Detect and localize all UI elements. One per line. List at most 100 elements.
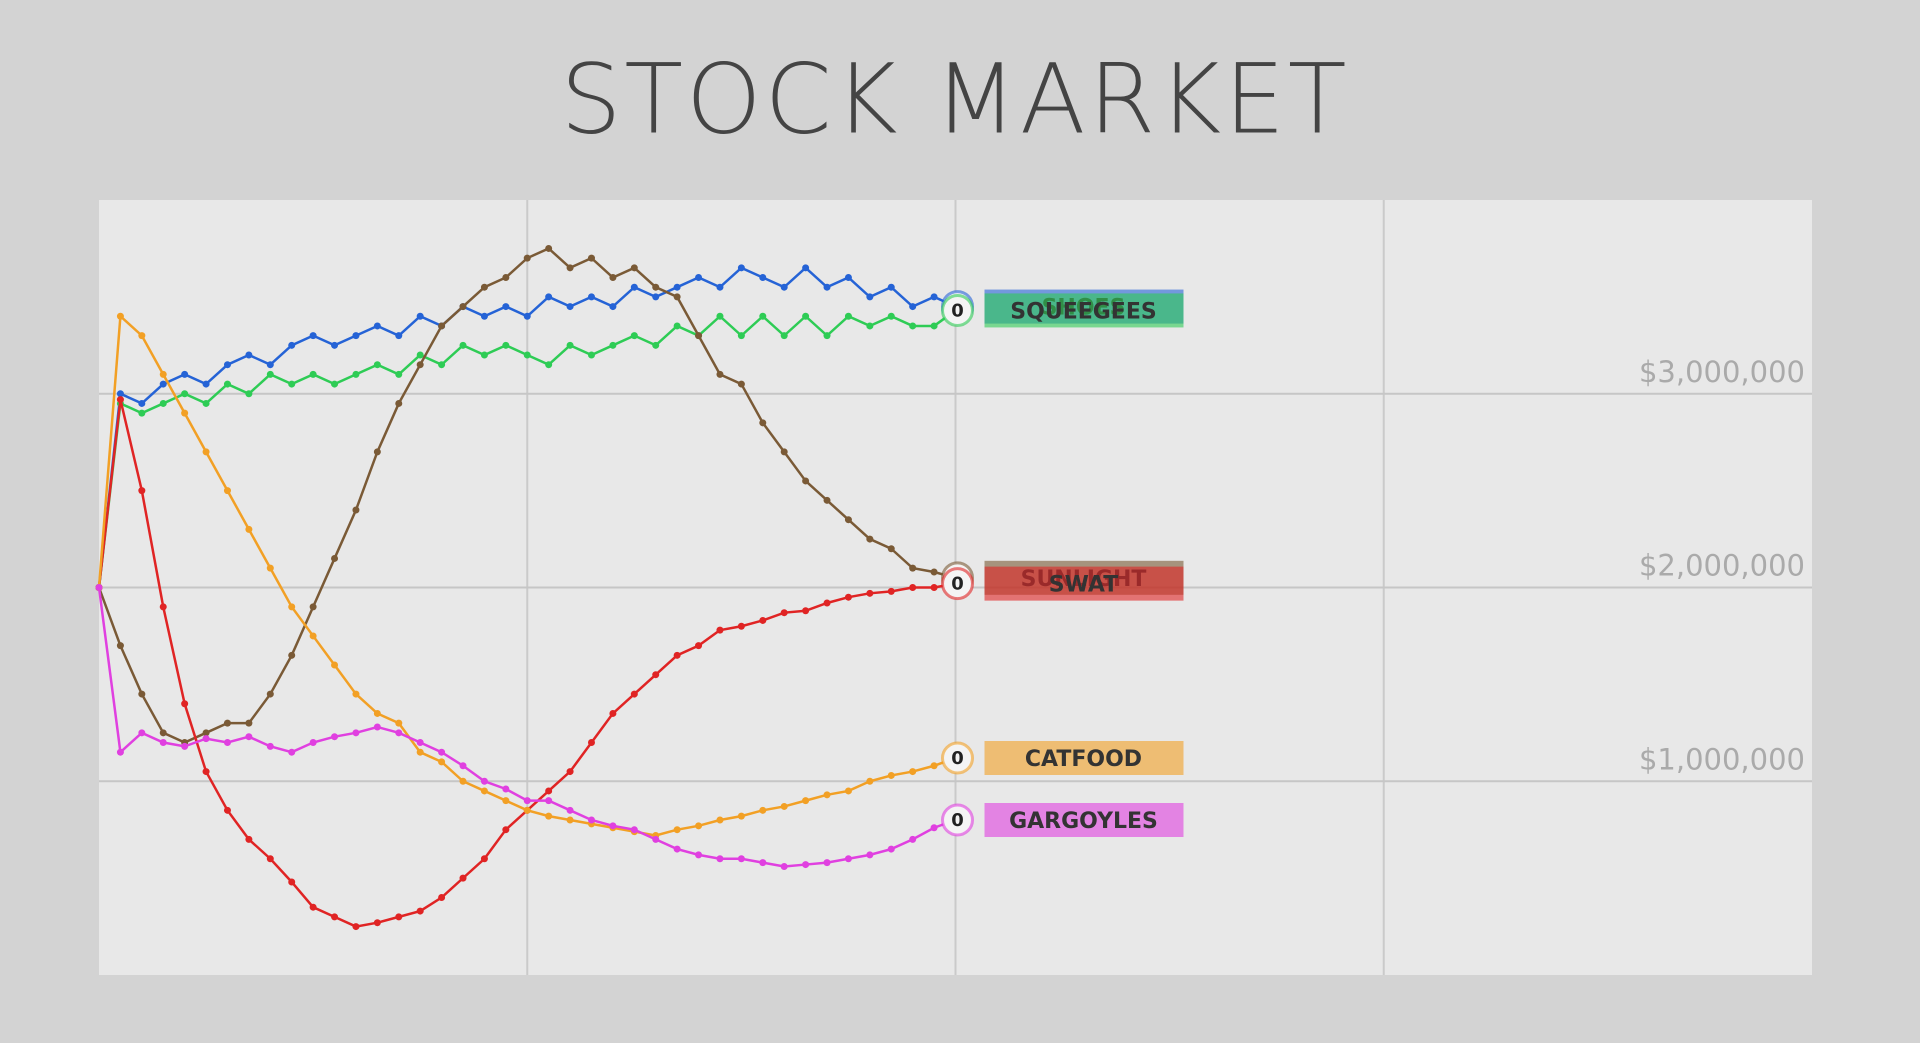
point [780,609,788,617]
point [887,545,895,553]
point [695,274,703,281]
point [502,303,510,311]
legend-label: CATFOOD [1025,747,1142,772]
point [909,303,917,311]
point [823,599,831,607]
point [266,361,274,369]
point [459,303,467,311]
point [802,861,810,869]
point [630,283,638,291]
point [652,341,660,349]
point [331,380,339,388]
end-badge [941,293,974,327]
point [416,312,424,320]
point [652,835,660,843]
point [352,332,360,340]
point [566,264,574,272]
point [630,264,638,272]
point [695,642,703,650]
point [352,690,360,698]
point [802,264,810,272]
point [480,283,488,291]
point [373,322,381,330]
point [759,274,767,281]
badge-value: 0 [951,300,964,321]
point [373,361,381,369]
point [309,903,317,911]
point [202,735,210,743]
point [737,855,745,863]
point [416,361,424,369]
point [866,535,874,543]
point [780,283,788,291]
point [844,516,852,524]
point [331,661,339,669]
point [737,622,745,630]
point [930,762,938,770]
badge-value: 0 [951,748,964,769]
point [416,351,424,359]
point [288,651,296,659]
point [930,824,938,832]
point [502,341,510,349]
point [138,690,146,698]
point [459,341,467,349]
legend-box [984,293,1184,328]
point [138,332,146,340]
point [695,851,703,859]
point [395,370,403,378]
point [652,671,660,679]
point [438,748,446,756]
point [673,322,681,330]
point [759,419,767,427]
point [159,603,167,611]
point [609,341,617,349]
point [844,312,852,320]
point [352,729,360,737]
point [373,709,381,717]
point [523,797,531,805]
legend-label: SWAT [1049,573,1118,598]
badge-value: 0 [951,810,964,831]
point [459,777,467,785]
legend-label: SQUEEGEES [1010,299,1156,324]
end-badge [941,803,974,837]
point [395,729,403,737]
point [288,341,296,349]
point [609,274,617,281]
point [266,855,274,863]
point [352,923,360,931]
chart-title: STOCK MARKET [560,43,1349,155]
point [566,806,574,814]
point [930,293,938,301]
point [652,283,660,291]
point [887,771,895,779]
point [309,370,317,378]
point [416,907,424,915]
point [181,390,189,398]
point [609,709,617,717]
point [245,835,253,843]
point [844,593,852,601]
point [545,361,553,369]
point [373,919,381,927]
point [438,758,446,766]
point [780,802,788,810]
point [652,293,660,301]
point [138,409,146,417]
point [566,341,574,349]
point [716,626,724,634]
point [309,632,317,640]
point [716,312,724,320]
y-tick-label: $3,000,000 [1639,355,1805,389]
point [545,812,553,820]
point [909,835,917,843]
point [545,787,553,795]
legend-label: GARGOYLES [1009,809,1158,834]
point [181,409,189,417]
point [823,332,831,340]
point [245,390,253,398]
point [866,777,874,785]
point [309,603,317,611]
